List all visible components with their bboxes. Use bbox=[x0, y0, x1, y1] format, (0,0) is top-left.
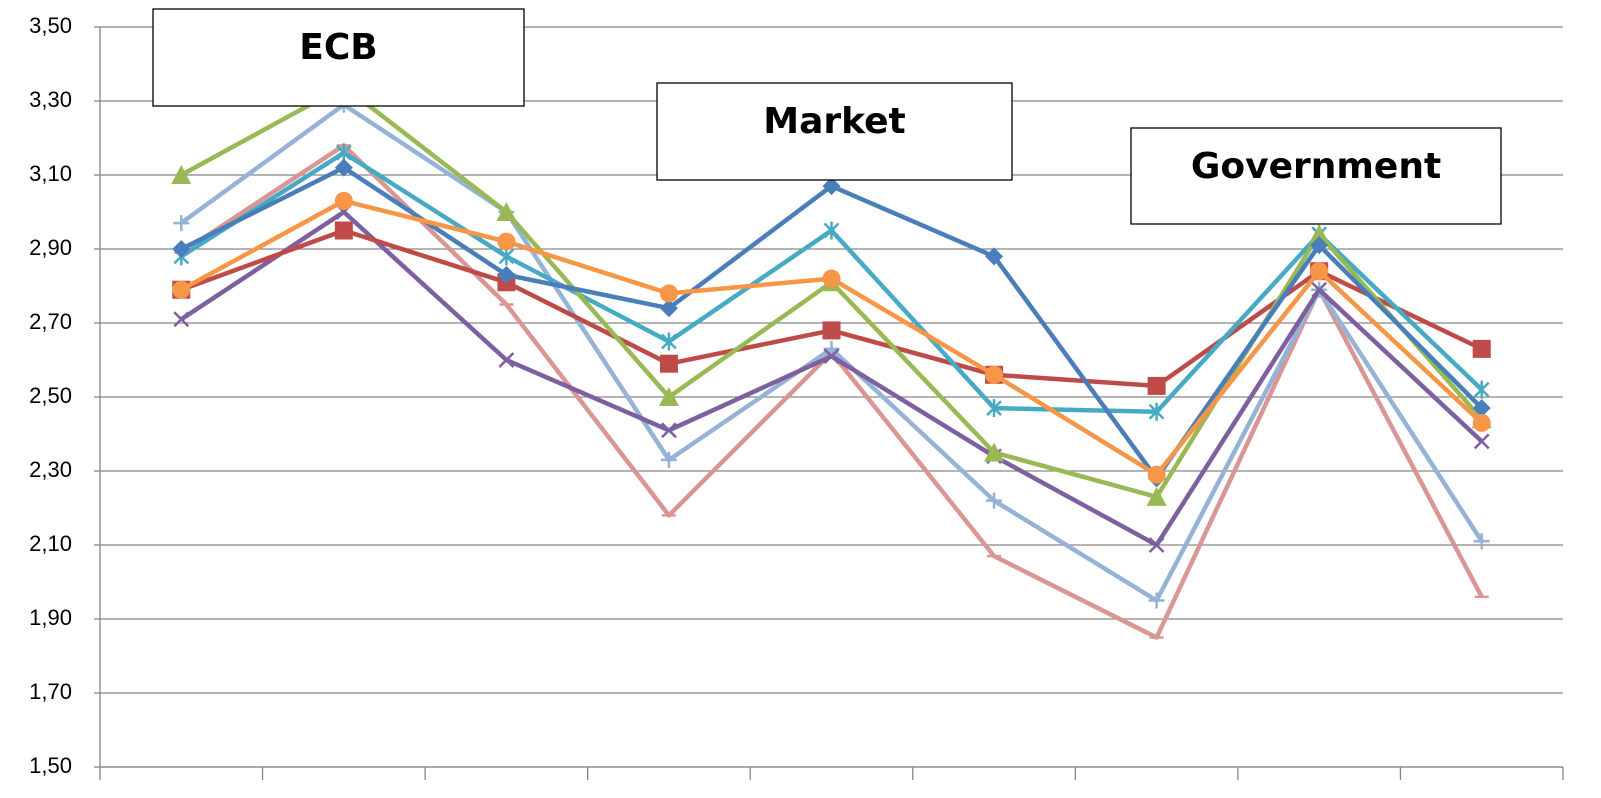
point bbox=[822, 177, 841, 196]
point bbox=[496, 202, 517, 221]
point bbox=[660, 451, 677, 468]
point bbox=[1310, 236, 1329, 255]
point bbox=[1473, 380, 1490, 399]
point bbox=[334, 158, 353, 177]
y-tick-label: 2,30 bbox=[29, 457, 72, 482]
y-tick-label: 2,50 bbox=[29, 383, 72, 408]
point bbox=[822, 269, 841, 288]
point bbox=[497, 232, 516, 251]
annotation-box bbox=[152, 8, 525, 107]
point bbox=[659, 299, 678, 318]
y-tick-label: 1,70 bbox=[29, 679, 72, 704]
point bbox=[1310, 262, 1329, 281]
point bbox=[1472, 339, 1491, 358]
point bbox=[1473, 533, 1490, 550]
point bbox=[823, 221, 840, 240]
y-tick-label: 3,10 bbox=[29, 161, 72, 186]
annotation-box bbox=[656, 82, 1013, 181]
point bbox=[1147, 465, 1166, 484]
point bbox=[985, 247, 1004, 266]
point bbox=[659, 354, 678, 373]
point bbox=[172, 280, 191, 299]
point bbox=[823, 348, 840, 365]
point bbox=[985, 365, 1004, 384]
point bbox=[172, 240, 191, 258]
point bbox=[1311, 281, 1328, 298]
point bbox=[1147, 376, 1166, 395]
point bbox=[822, 321, 841, 340]
point bbox=[1148, 537, 1165, 553]
point bbox=[1309, 224, 1330, 244]
point bbox=[661, 422, 677, 439]
y-tick-label: 2,90 bbox=[29, 235, 72, 260]
series bbox=[173, 204, 1490, 553]
point bbox=[171, 165, 192, 184]
point bbox=[1472, 413, 1491, 432]
point bbox=[658, 387, 679, 406]
point bbox=[1148, 592, 1165, 609]
point bbox=[1472, 399, 1491, 418]
point bbox=[334, 191, 353, 210]
y-tick-label: 2,10 bbox=[29, 531, 72, 556]
y-tick-label: 3,30 bbox=[29, 87, 72, 112]
point bbox=[661, 332, 677, 351]
point bbox=[1148, 402, 1165, 421]
point bbox=[173, 311, 190, 328]
point bbox=[497, 265, 516, 284]
point bbox=[986, 399, 1002, 418]
annotation: Market bbox=[763, 101, 905, 142]
point bbox=[984, 442, 1005, 462]
point bbox=[334, 221, 353, 240]
y-tick-label: 3,50 bbox=[29, 13, 72, 38]
point bbox=[1146, 486, 1167, 506]
point bbox=[1473, 433, 1490, 450]
point bbox=[173, 215, 190, 232]
annotation: ECB bbox=[299, 27, 377, 68]
y-tick-label: 1,90 bbox=[29, 605, 72, 630]
point bbox=[659, 284, 678, 303]
point bbox=[498, 352, 515, 368]
line bbox=[180, 209, 1484, 548]
series bbox=[172, 191, 1491, 484]
annotation: Government bbox=[1191, 146, 1441, 187]
series bbox=[172, 221, 1491, 395]
point bbox=[986, 492, 1003, 509]
y-tick-label: 2,70 bbox=[29, 309, 72, 334]
annotation-box bbox=[1130, 127, 1502, 225]
y-tick-label: 1,50 bbox=[29, 753, 72, 778]
